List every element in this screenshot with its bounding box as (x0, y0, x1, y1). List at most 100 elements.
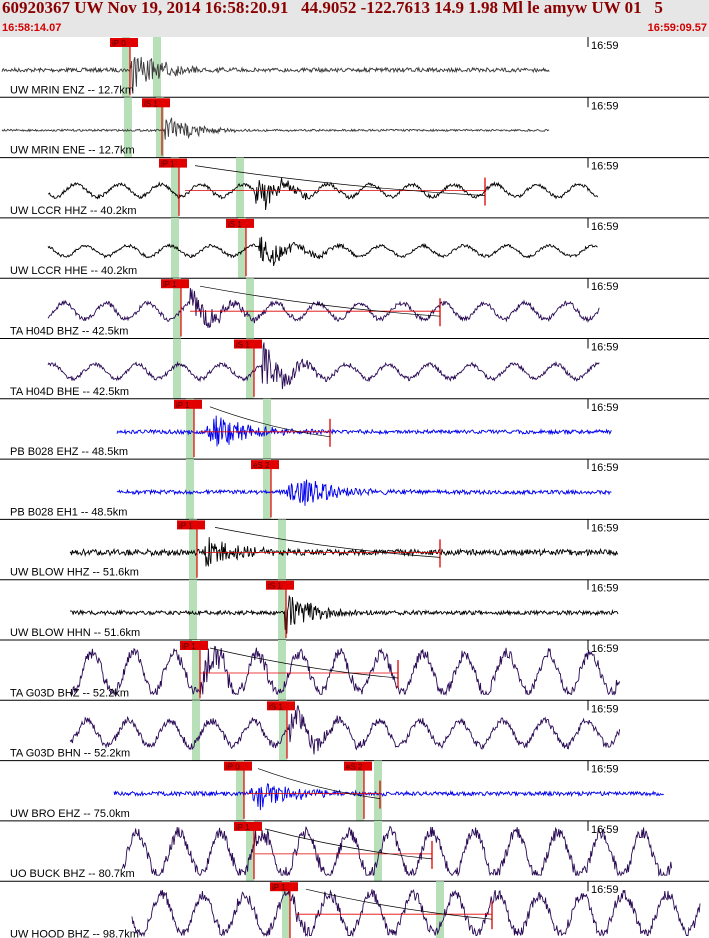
minute-tick-label: 16:59 (591, 221, 619, 233)
pick-band (173, 338, 181, 399)
trace-row: iP 1 16:59 UW LCCR HHZ -- 40.2km (0, 157, 709, 219)
waveform-line (47, 287, 600, 329)
trace-row: iP 0 eS 2 16:59 UW BRO EHZ -- 75.0km (0, 760, 709, 822)
waveform-line (47, 177, 598, 211)
pick-band (374, 820, 382, 882)
trace-row: iP 1 16:59 TA H04D BHZ -- 42.5km (0, 278, 709, 339)
pick-band (236, 760, 244, 821)
pick-band (278, 579, 286, 640)
minute-tick-label: 16:59 (591, 342, 619, 354)
pick-band (238, 217, 246, 279)
minute-tick-label: 16:59 (591, 40, 619, 52)
minute-tick-label: 16:59 (591, 884, 619, 896)
pick-band (171, 157, 179, 218)
trace-label: PB B028 EHZ -- 48.5km (10, 446, 128, 458)
trace-label: UW BLOW HHZ -- 51.6km (10, 567, 139, 579)
travel-curve (214, 527, 441, 558)
trace-row: eS 2 16:59 PB B028 EH1 -- 48.5km (0, 459, 709, 520)
trace-label: TA G03D BHN -- 52.2km (10, 748, 130, 760)
pick-band (356, 760, 364, 821)
travel-curve (199, 285, 441, 317)
trace-label: PB B028 EH1 -- 48.5km (10, 506, 127, 518)
pick-label: eS 2 (253, 461, 270, 470)
pick-marker (142, 98, 170, 108)
pick-marker (234, 339, 262, 349)
trace-label: UO BUCK BHZ -- 80.7km (10, 868, 135, 880)
trace-label: UW BLOW HHN -- 51.6km (10, 627, 140, 639)
waveform-line (116, 479, 612, 506)
pick-band (156, 97, 164, 158)
pick-label: iS 1 (228, 220, 242, 229)
waveform-line (69, 645, 621, 697)
pick-marker (177, 520, 205, 530)
trace-row: iS 1 16:59 UW BLOW HHN -- 51.6km (0, 579, 709, 641)
waveform-line (69, 594, 619, 634)
minute-tick-label: 16:59 (591, 402, 619, 414)
travel-curve (305, 888, 493, 920)
trace-row: iS 1 16:59 TA G03D BHN -- 52.2km (0, 700, 709, 762)
pick-marker (180, 641, 208, 650)
waveform-line (121, 825, 673, 877)
pick-marker (159, 158, 187, 168)
trace-row: iP 1 16:59 UW HOOD BHZ -- 98.7km (10, 881, 701, 938)
minute-tick-label: 16:59 (591, 764, 619, 776)
minute-tick-label: 16:59 (591, 583, 619, 595)
trace-row: iS 1 16:59 UW LCCR HHE -- 40.2km (0, 217, 709, 279)
waveform-line (47, 342, 600, 390)
waveform-line (116, 415, 612, 447)
trace-row: iP 1 16:59 PB B028 EHZ -- 48.5km (0, 398, 709, 460)
pick-band (279, 700, 287, 761)
waveform-line (1, 56, 550, 92)
pick-band (436, 881, 444, 938)
travel-curve (264, 828, 433, 860)
minute-tick-label: 16:59 (591, 703, 619, 715)
pick-band (374, 760, 382, 821)
waveform-line (113, 782, 664, 811)
pick-band (189, 579, 197, 640)
waveform-line (131, 889, 701, 938)
pick-label: iP 1 (236, 823, 250, 832)
trace-label: TA H04D BHZ -- 42.5km (10, 326, 128, 338)
trace-label: UW MRIN ENE -- 12.7km (10, 145, 135, 157)
end-time: 16:59:09.57 (647, 22, 707, 34)
pick-label: eS 2 (346, 763, 363, 772)
travel-curve (209, 647, 399, 679)
waveform-line (1, 117, 550, 140)
pick-marker (174, 399, 202, 409)
pick-marker (267, 701, 295, 711)
travel-curve (194, 165, 486, 196)
event-title: 60920367 UW Nov 19, 2014 16:58:20.91 44.… (2, 0, 663, 17)
trace-row: iP 1 16:59 UW BLOW HHZ -- 51.6km (0, 519, 709, 581)
pick-label: iS 1 (236, 341, 250, 350)
header-bar: 60920367 UW Nov 19, 2014 16:58:20.91 44.… (0, 0, 709, 37)
trace-row: iP 1 16:59 TA G03D BHZ -- 52.2km (0, 640, 709, 701)
pick-band (246, 820, 254, 882)
pick-marker (161, 279, 189, 289)
waveform-line (69, 537, 619, 568)
pick-label: iP 1 (182, 642, 196, 651)
pick-band (122, 37, 130, 98)
trace-row: iP 1 16:59 UO BUCK BHZ -- 80.7km (0, 820, 709, 882)
travel-curve (257, 768, 381, 799)
pick-marker (344, 761, 372, 771)
pick-band (186, 459, 194, 520)
pick-label: iS 1 (268, 582, 282, 591)
trace-label: UW LCCR HHE -- 40.2km (10, 265, 137, 277)
trace-label: UW HOOD BHZ -- 98.7km (10, 929, 139, 938)
pick-label: iS 1 (144, 99, 158, 108)
trace-label: UW BRO EHZ -- 75.0km (10, 808, 130, 820)
waveform-line (69, 705, 621, 755)
trace-row: iP 0 16:59 UW MRIN ENZ -- 12.7km (0, 37, 709, 98)
minute-tick-label: 16:59 (591, 100, 619, 112)
minute-tick-label: 16:59 (591, 462, 619, 474)
minute-tick-label: 16:59 (591, 643, 619, 655)
pick-label: iP 0 (226, 763, 240, 772)
pick-band (263, 398, 271, 460)
pick-marker (226, 218, 254, 228)
pick-marker (266, 580, 294, 590)
pick-band (278, 519, 286, 580)
minute-tick-label: 16:59 (591, 824, 619, 836)
pick-band (246, 278, 254, 339)
pick-band (192, 640, 200, 701)
pick-band (189, 519, 197, 580)
